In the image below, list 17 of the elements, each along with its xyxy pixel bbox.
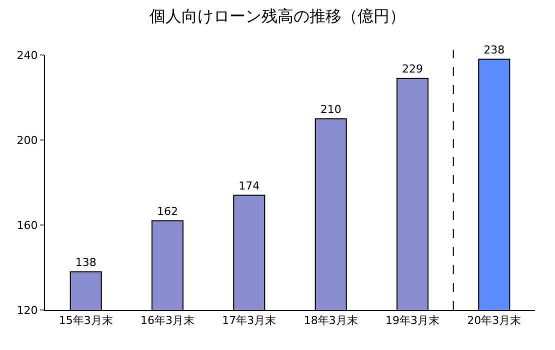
- y-tick-label: 120: [16, 304, 38, 317]
- data-label: 229: [402, 62, 423, 76]
- data-label: 138: [75, 256, 96, 269]
- x-tick-label: 16年3月末: [140, 314, 194, 328]
- y-tick-label: 160: [16, 218, 38, 232]
- x-tick-label: 20年3月末: [467, 314, 522, 328]
- x-tick-label: 15年3月末: [58, 314, 113, 328]
- x-tick-label: 19年3月末: [386, 314, 440, 328]
- data-label: 210: [320, 102, 342, 116]
- data-label: 174: [238, 179, 260, 192]
- x-tick-label: 17年3月末: [222, 314, 276, 328]
- data-label: 162: [157, 204, 178, 218]
- y-tick-label: 200: [16, 134, 38, 147]
- chart-title: 個人向けローン残高の推移（億円）: [150, 6, 406, 26]
- x-tick-label: 18年3月末: [304, 314, 358, 328]
- y-tick-label: 240: [16, 48, 38, 62]
- data-label: 238: [484, 43, 505, 56]
